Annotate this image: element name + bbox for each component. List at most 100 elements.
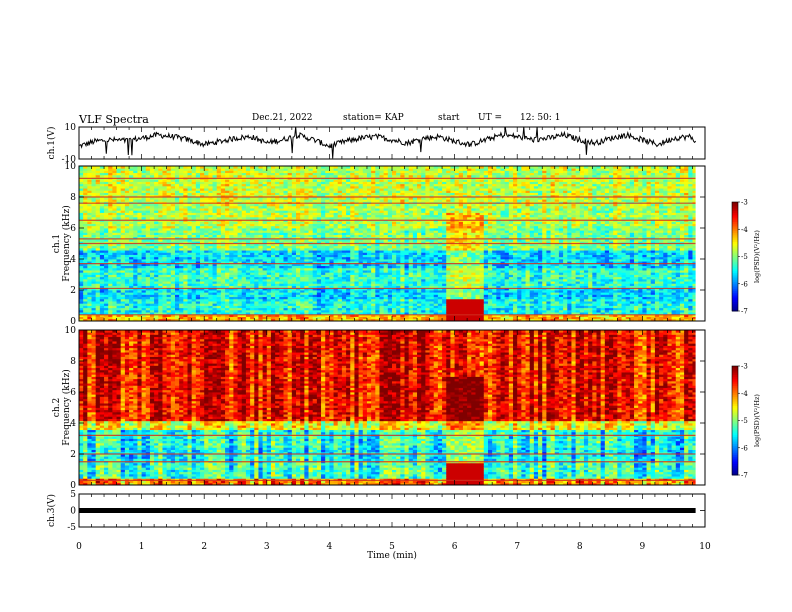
spectrogram-cell <box>154 216 159 220</box>
spectrogram-cell <box>145 197 151 200</box>
spectrogram-cell <box>83 294 88 298</box>
spectrogram-cell <box>258 181 264 185</box>
spectrogram-cell <box>187 285 193 289</box>
spectrogram-cell <box>291 214 297 218</box>
spectrogram-cell <box>112 216 117 220</box>
spectrogram-cell <box>312 303 318 306</box>
spectrogram-cell <box>195 234 201 238</box>
spectrogram-cell <box>250 185 255 189</box>
spectrogram-cell <box>291 312 297 315</box>
spectrogram-cell <box>304 283 309 286</box>
spectrogram-cell <box>170 232 176 236</box>
spectrogram-cell <box>237 174 243 178</box>
spectrogram-cell <box>312 170 318 174</box>
spectrogram-cell <box>129 194 134 198</box>
spectrogram-cell <box>229 190 234 193</box>
spectrogram-cell <box>191 192 197 196</box>
header-start-time: 12: 50: 1 <box>520 113 560 123</box>
spectrogram-cell <box>174 181 180 185</box>
spectrogram-cell <box>354 252 360 255</box>
spectrogram-cell <box>87 259 92 262</box>
spectrogram-cell <box>204 309 209 313</box>
spectrogram-cell <box>87 245 92 249</box>
spectrogram-cell <box>158 278 163 282</box>
spectrogram-cell <box>99 188 105 191</box>
spectrogram-cell <box>275 168 280 171</box>
spectrogram-cell <box>283 208 289 211</box>
spectrogram-cell <box>208 230 213 233</box>
spectrogram-cell <box>333 179 339 182</box>
spectrogram-cell <box>179 254 184 258</box>
spectrogram-cell <box>133 318 138 322</box>
spectrogram-cell <box>162 274 168 278</box>
spectrogram-cell <box>216 312 222 315</box>
spectrogram-cell <box>275 245 280 249</box>
spectrogram-cell <box>120 287 126 291</box>
spectrogram-cell <box>250 212 255 216</box>
spectrogram-cell <box>170 205 176 209</box>
spectrogram-cell <box>337 185 343 189</box>
spectrogram-cell <box>154 261 159 264</box>
spectrogram-cell <box>250 278 255 282</box>
spectrogram-cell <box>183 290 188 293</box>
spectrogram-cell <box>187 183 193 187</box>
spectrogram-cell <box>133 276 138 280</box>
spectrogram-cell <box>99 212 105 216</box>
spectrogram-cell <box>187 194 193 198</box>
spectrogram-cell <box>250 309 255 313</box>
spectrogram-cell <box>241 316 247 320</box>
spectrogram-cell <box>112 221 117 224</box>
spectrogram-cell <box>116 283 122 286</box>
spectrogram-cell <box>141 256 147 260</box>
spectrogram-cell <box>204 316 209 320</box>
spectrogram-cell <box>283 250 289 253</box>
spectrogram-cell <box>250 296 255 300</box>
spectrogram-cell <box>241 232 247 236</box>
spectrogram-cell <box>304 225 309 229</box>
spectrogram-cell <box>154 290 159 293</box>
spectrogram-cell <box>179 199 184 202</box>
spectrogram-cell <box>245 281 251 284</box>
spectrogram-cell <box>237 208 243 211</box>
spectrogram-cell <box>341 267 347 271</box>
spectrogram-cell <box>95 212 101 216</box>
spectrogram-cell <box>200 232 205 236</box>
spectrogram-cell <box>220 216 226 220</box>
spectrogram-cell <box>170 214 176 218</box>
spectrogram-cell <box>120 301 126 304</box>
spectrogram-cell <box>208 221 213 224</box>
spectrogram-cell <box>120 205 126 209</box>
spectrogram-cell <box>220 236 226 240</box>
spectrogram-cell <box>83 256 88 260</box>
spectrogram-cell <box>79 239 84 242</box>
spectrogram-cell <box>233 312 238 315</box>
spectrogram-cell <box>191 265 197 269</box>
spectrogram-cell <box>212 236 218 240</box>
spectrogram-cell <box>204 292 209 295</box>
spectrogram-cell <box>350 179 355 182</box>
spectrogram-cell <box>279 221 284 224</box>
spectrogram-cell <box>258 247 264 251</box>
spectrogram-cell <box>321 190 326 193</box>
spectrogram-cell <box>83 214 88 218</box>
spectrogram-cell <box>258 183 264 187</box>
spectrogram-cell <box>83 278 88 282</box>
spectrogram-cell <box>120 309 126 313</box>
spectrogram-cell <box>95 214 101 218</box>
spectrogram-cell <box>137 259 142 262</box>
spectrogram-cell <box>137 250 142 253</box>
spectrogram-cell <box>87 298 92 302</box>
spectrogram-cell <box>108 188 113 191</box>
spectrogram-cell <box>262 174 268 178</box>
spectrogram-cell <box>262 245 268 249</box>
spectrogram-cell <box>158 214 163 218</box>
spectrogram-cell <box>99 243 105 247</box>
spectrogram-cell <box>108 247 113 251</box>
spectrogram-cell <box>358 221 364 224</box>
spectrogram-cell <box>291 232 297 236</box>
spectrogram-cell <box>104 205 109 209</box>
spectrogram-cell <box>162 309 168 313</box>
spectrogram-cell <box>275 290 280 293</box>
spectrogram-cell <box>158 309 163 313</box>
spectrogram-cell <box>358 216 364 220</box>
